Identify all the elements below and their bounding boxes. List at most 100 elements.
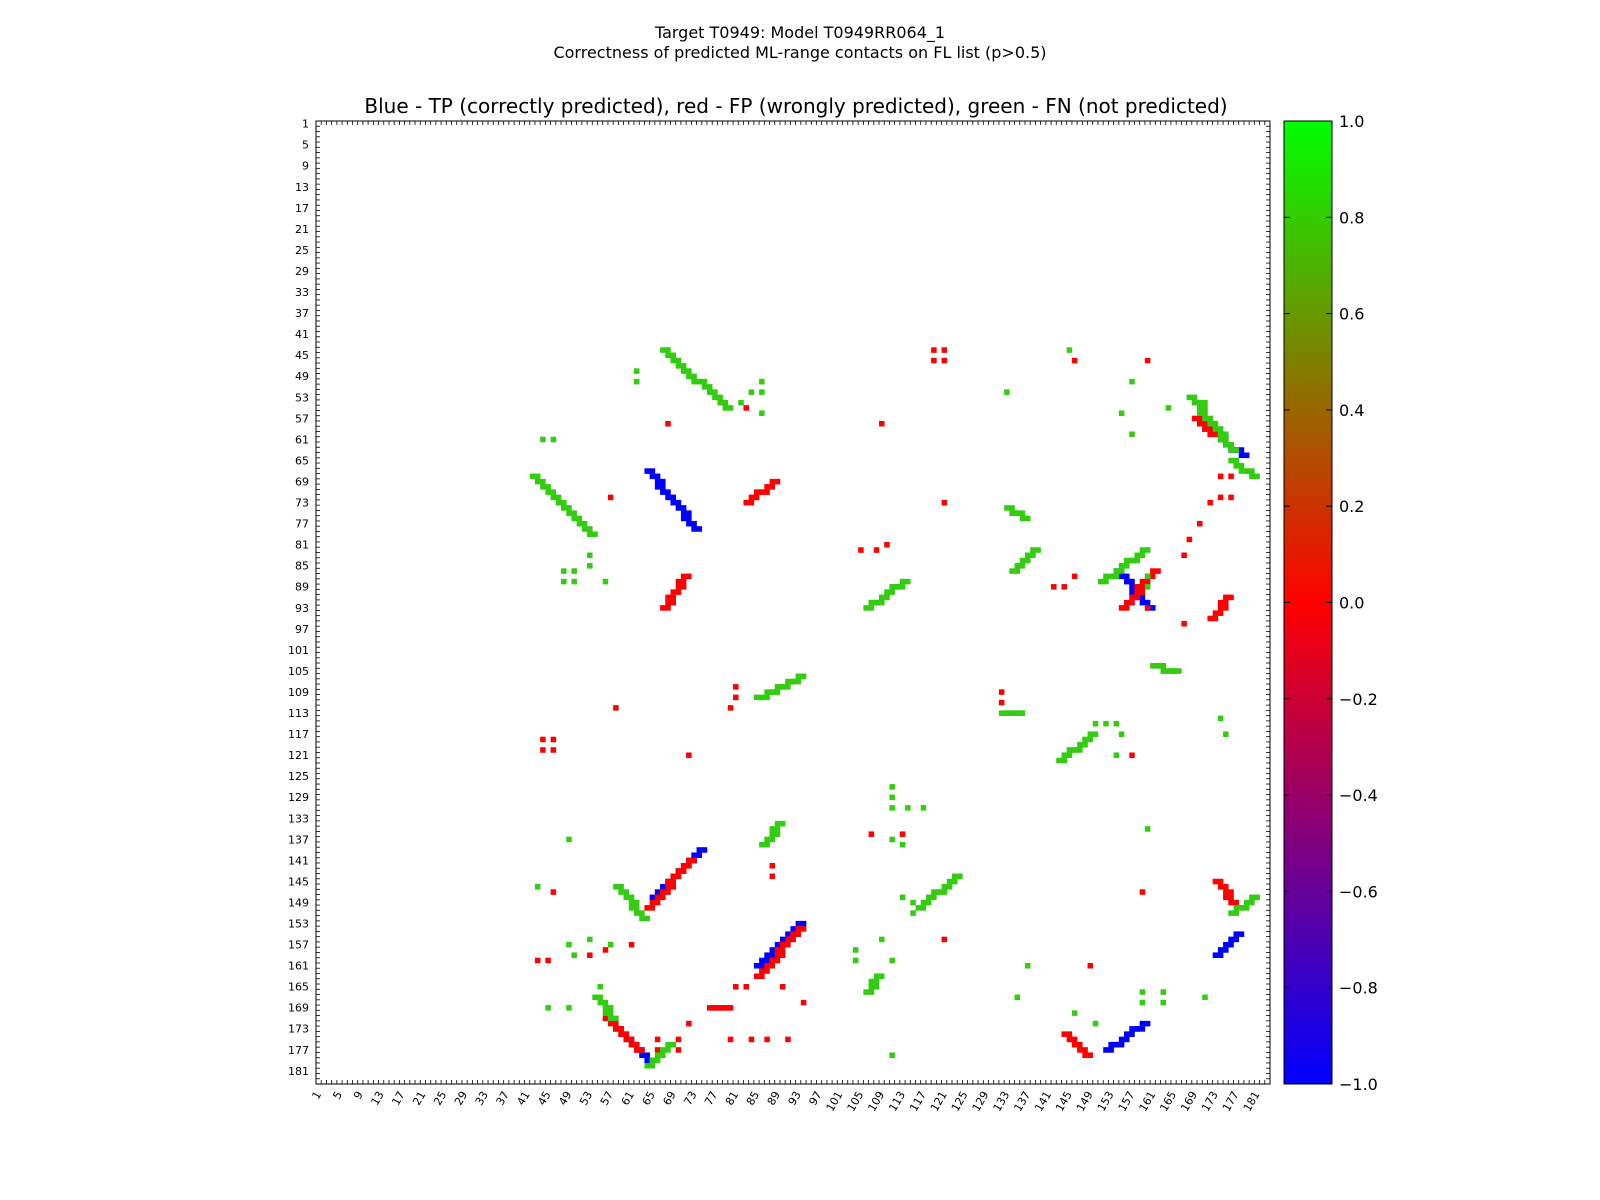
- fn-contact-cell: [1118, 410, 1125, 416]
- tp-contact-cell: [691, 520, 697, 527]
- fp-contact-cell: [670, 599, 676, 606]
- fn-contact-cell: [613, 884, 619, 890]
- tp-contact-cell: [1217, 947, 1224, 953]
- fp-contact-cell: [941, 936, 948, 943]
- fn-contact-cell: [1004, 505, 1010, 511]
- tp-contact-cell: [691, 526, 697, 532]
- fp-contact-cell: [1129, 599, 1135, 606]
- y-tick-label: 45: [295, 349, 309, 362]
- fp-contact-cell: [602, 947, 609, 953]
- fn-contact-cell: [779, 684, 786, 690]
- tp-contact-cell: [1129, 1026, 1135, 1032]
- fp-contact-cell: [613, 1020, 619, 1027]
- fp-contact-cell: [769, 862, 776, 869]
- tp-contact-cell: [1124, 1031, 1130, 1037]
- fn-contact-cell: [1191, 399, 1198, 406]
- fp-contact-cell: [670, 878, 676, 885]
- fn-contact-cell: [665, 1047, 671, 1053]
- fn-contact-cell: [701, 378, 708, 385]
- fn-contact-cell: [957, 873, 963, 880]
- fp-contact-cell: [675, 1047, 682, 1053]
- tp-contact-cell: [1238, 447, 1245, 453]
- y-tick-label: 93: [295, 602, 309, 615]
- fp-contact-cell: [628, 1036, 635, 1043]
- x-tick-label: 93: [786, 1089, 804, 1108]
- tp-contact-cell: [680, 510, 687, 516]
- fn-contact-cell: [779, 820, 786, 827]
- fn-contact-cell: [774, 684, 781, 690]
- fn-contact-cell: [759, 694, 765, 701]
- fn-contact-cell: [613, 1015, 619, 1022]
- y-tick-label: 165: [288, 981, 309, 994]
- fn-contact-cell: [1030, 552, 1036, 559]
- fn-contact-cell: [534, 473, 541, 480]
- fn-contact-cell: [722, 399, 729, 406]
- fn-contact-cell: [1254, 894, 1260, 901]
- fn-contact-cell: [727, 405, 734, 411]
- fn-contact-cell: [587, 563, 593, 569]
- fn-contact-cell: [639, 910, 645, 916]
- y-tick-label: 141: [288, 854, 309, 867]
- fp-contact-cell: [795, 926, 802, 932]
- fn-contact-cell: [1207, 420, 1213, 427]
- fn-contact-cell: [1092, 1020, 1099, 1027]
- fn-contact-cell: [1134, 552, 1140, 559]
- fn-contact-cell: [701, 384, 708, 390]
- fn-contact-cell: [879, 936, 885, 943]
- fn-contact-cell: [759, 841, 765, 848]
- fn-contact-cell: [1019, 515, 1026, 522]
- fp-contact-cell: [654, 894, 661, 901]
- fp-contact-cell: [748, 494, 755, 501]
- x-tick-label: 37: [494, 1089, 512, 1108]
- colorbar-tick-label: 0.8: [1339, 208, 1364, 227]
- fp-contact-cell: [743, 499, 749, 506]
- fp-contact-cell: [743, 984, 749, 990]
- x-tick-label: 61: [619, 1089, 637, 1108]
- fn-contact-cell: [571, 578, 577, 585]
- fn-contact-cell: [665, 347, 671, 353]
- y-tick-label: 125: [288, 770, 309, 783]
- fn-contact-cell: [1009, 510, 1015, 516]
- fp-contact-cell: [550, 736, 557, 743]
- fp-contact-cell: [1139, 584, 1146, 590]
- fn-contact-cell: [607, 1015, 614, 1022]
- fn-contact-cell: [785, 678, 791, 685]
- fp-contact-cell: [1207, 615, 1213, 622]
- fp-contact-cell: [618, 1031, 624, 1037]
- fp-contact-cell: [1087, 962, 1094, 969]
- fn-contact-cell: [759, 378, 765, 385]
- tp-contact-cell: [1144, 599, 1151, 606]
- fp-contact-cell: [779, 947, 786, 953]
- fn-contact-cell: [931, 894, 937, 901]
- fn-contact-cell: [889, 957, 895, 964]
- tp-contact-cell: [670, 499, 676, 506]
- fn-contact-cell: [863, 605, 869, 611]
- tp-contact-cell: [1108, 1041, 1114, 1048]
- fn-contact-cell: [952, 878, 958, 885]
- fp-contact-cell: [670, 873, 676, 880]
- fp-contact-cell: [1223, 594, 1229, 601]
- fn-contact-cell: [670, 1041, 676, 1048]
- fp-contact-cell: [550, 747, 557, 753]
- fn-contact-cell: [1160, 663, 1167, 669]
- colorbar-tick-label: 0.6: [1339, 305, 1364, 324]
- fn-contact-cell: [1014, 710, 1021, 716]
- fn-contact-cell: [925, 894, 932, 901]
- tp-contact-cell: [1150, 605, 1156, 611]
- fn-contact-cell: [1092, 720, 1099, 727]
- fp-contact-cell: [665, 884, 671, 890]
- fp-contact-cell: [1061, 584, 1067, 590]
- fn-contact-cell: [607, 1005, 614, 1011]
- plot-frame: [315, 120, 1271, 1085]
- fn-contact-cell: [550, 494, 557, 501]
- x-tick-label: 165: [1157, 1089, 1179, 1114]
- fn-contact-cell: [649, 1057, 656, 1064]
- fn-contact-cell: [634, 368, 640, 374]
- fn-contact-cell: [868, 605, 875, 611]
- tp-contact-cell: [759, 962, 765, 969]
- fp-contact-cell: [1217, 884, 1224, 890]
- tp-contact-cell: [654, 889, 661, 895]
- fn-contact-cell: [769, 831, 776, 837]
- fn-contact-cell: [1212, 426, 1219, 432]
- fp-contact-cell: [665, 594, 671, 601]
